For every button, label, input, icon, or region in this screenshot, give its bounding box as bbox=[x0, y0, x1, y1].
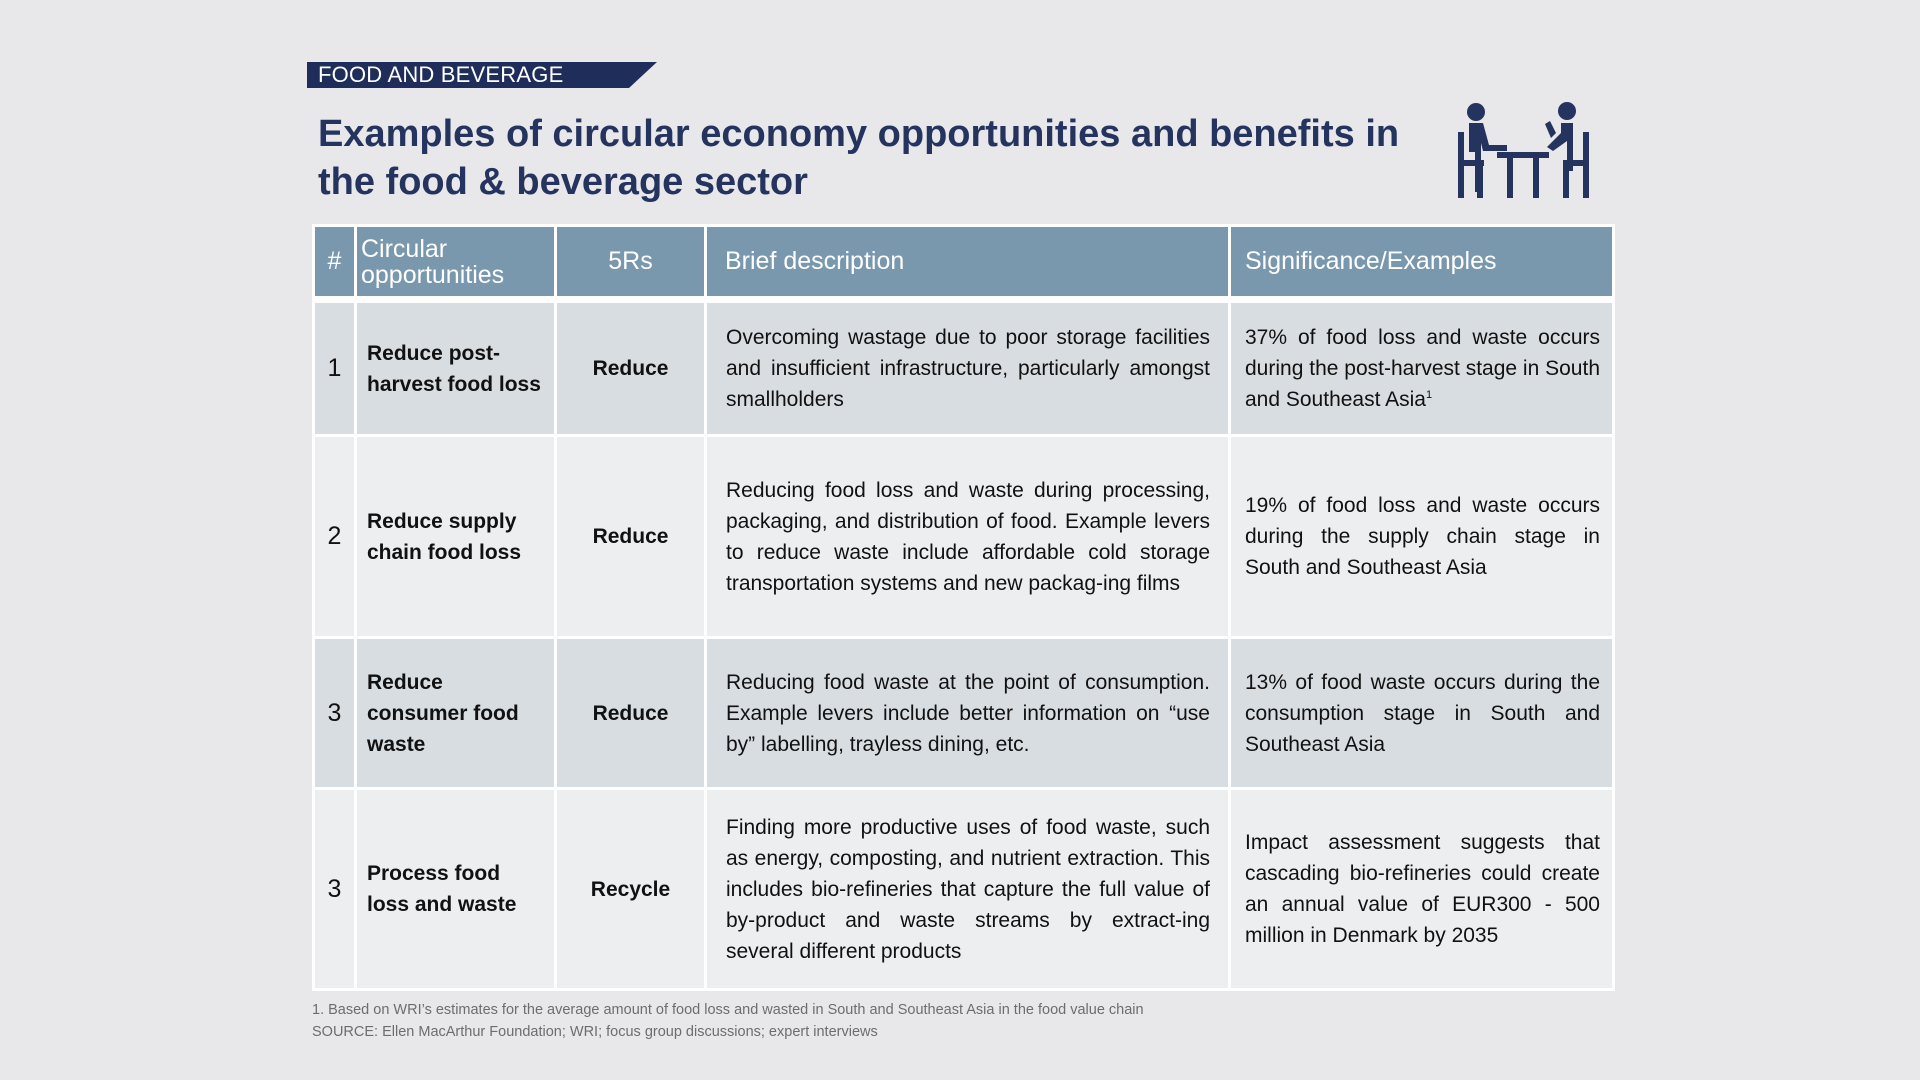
table-row: 1 Reduce post-harvest food loss Reduce O… bbox=[312, 297, 1615, 438]
row-opportunity: Reduce supply chain food loss bbox=[354, 434, 557, 639]
section-tag: FOOD AND BEVERAGE bbox=[307, 62, 657, 88]
column-header-number: # bbox=[312, 224, 357, 303]
row-number: 2 bbox=[312, 434, 357, 639]
row-opportunity: Reduce post-harvest food loss bbox=[354, 297, 557, 438]
row-description: Reducing food loss and waste during proc… bbox=[704, 434, 1231, 639]
row-number: 1 bbox=[312, 297, 357, 438]
table-row: 2 Reduce supply chain food loss Reduce R… bbox=[312, 434, 1615, 639]
table-row: 3 Reduce consumer food waste Reduce Redu… bbox=[312, 635, 1615, 791]
table-row: 3 Process food loss and waste Recycle Fi… bbox=[312, 787, 1615, 991]
source-text: SOURCE: Ellen MacArthur Foundation; WRI;… bbox=[312, 1024, 878, 1040]
opportunities-table: # Circular opportunities 5Rs Brief descr… bbox=[312, 224, 1615, 991]
row-description: Reducing food waste at the point of cons… bbox=[704, 635, 1231, 791]
column-header-5rs: 5Rs bbox=[554, 224, 707, 303]
row-significance: 19% of food loss and waste occurs during… bbox=[1228, 434, 1615, 639]
row-5r: Reduce bbox=[554, 635, 707, 791]
row-significance: Impact assessment suggests that cascadin… bbox=[1228, 787, 1615, 991]
column-header-significance: Significance/Examples bbox=[1228, 224, 1615, 303]
column-header-description: Brief description bbox=[704, 224, 1231, 303]
footnotes: 1. Based on WRI’s estimates for the aver… bbox=[312, 999, 1144, 1043]
table-header-row: # Circular opportunities 5Rs Brief descr… bbox=[312, 224, 1615, 303]
people-at-table-icon bbox=[1458, 102, 1589, 198]
row-opportunity: Process food loss and waste bbox=[354, 787, 557, 991]
row-description: Finding more productive uses of food was… bbox=[704, 787, 1231, 991]
row-opportunity: Reduce consumer food waste bbox=[354, 635, 557, 791]
row-significance: 13% of food waste occurs during the cons… bbox=[1228, 635, 1615, 791]
row-number: 3 bbox=[312, 635, 357, 791]
row-description: Overcoming wastage due to poor storage f… bbox=[704, 297, 1231, 438]
row-5r: Recycle bbox=[554, 787, 707, 991]
footnote-text: 1. Based on WRI’s estimates for the aver… bbox=[312, 1002, 1144, 1018]
page-title: Examples of circular economy opportuniti… bbox=[318, 113, 1400, 203]
row-significance: 37% of food loss and waste occurs during… bbox=[1228, 297, 1615, 438]
row-number: 3 bbox=[312, 787, 357, 991]
footnote-marker: 1 bbox=[1425, 389, 1433, 402]
row-5r: Reduce bbox=[554, 434, 707, 639]
row-5r: Reduce bbox=[554, 297, 707, 438]
column-header-opportunities: Circular opportunities bbox=[354, 224, 557, 303]
